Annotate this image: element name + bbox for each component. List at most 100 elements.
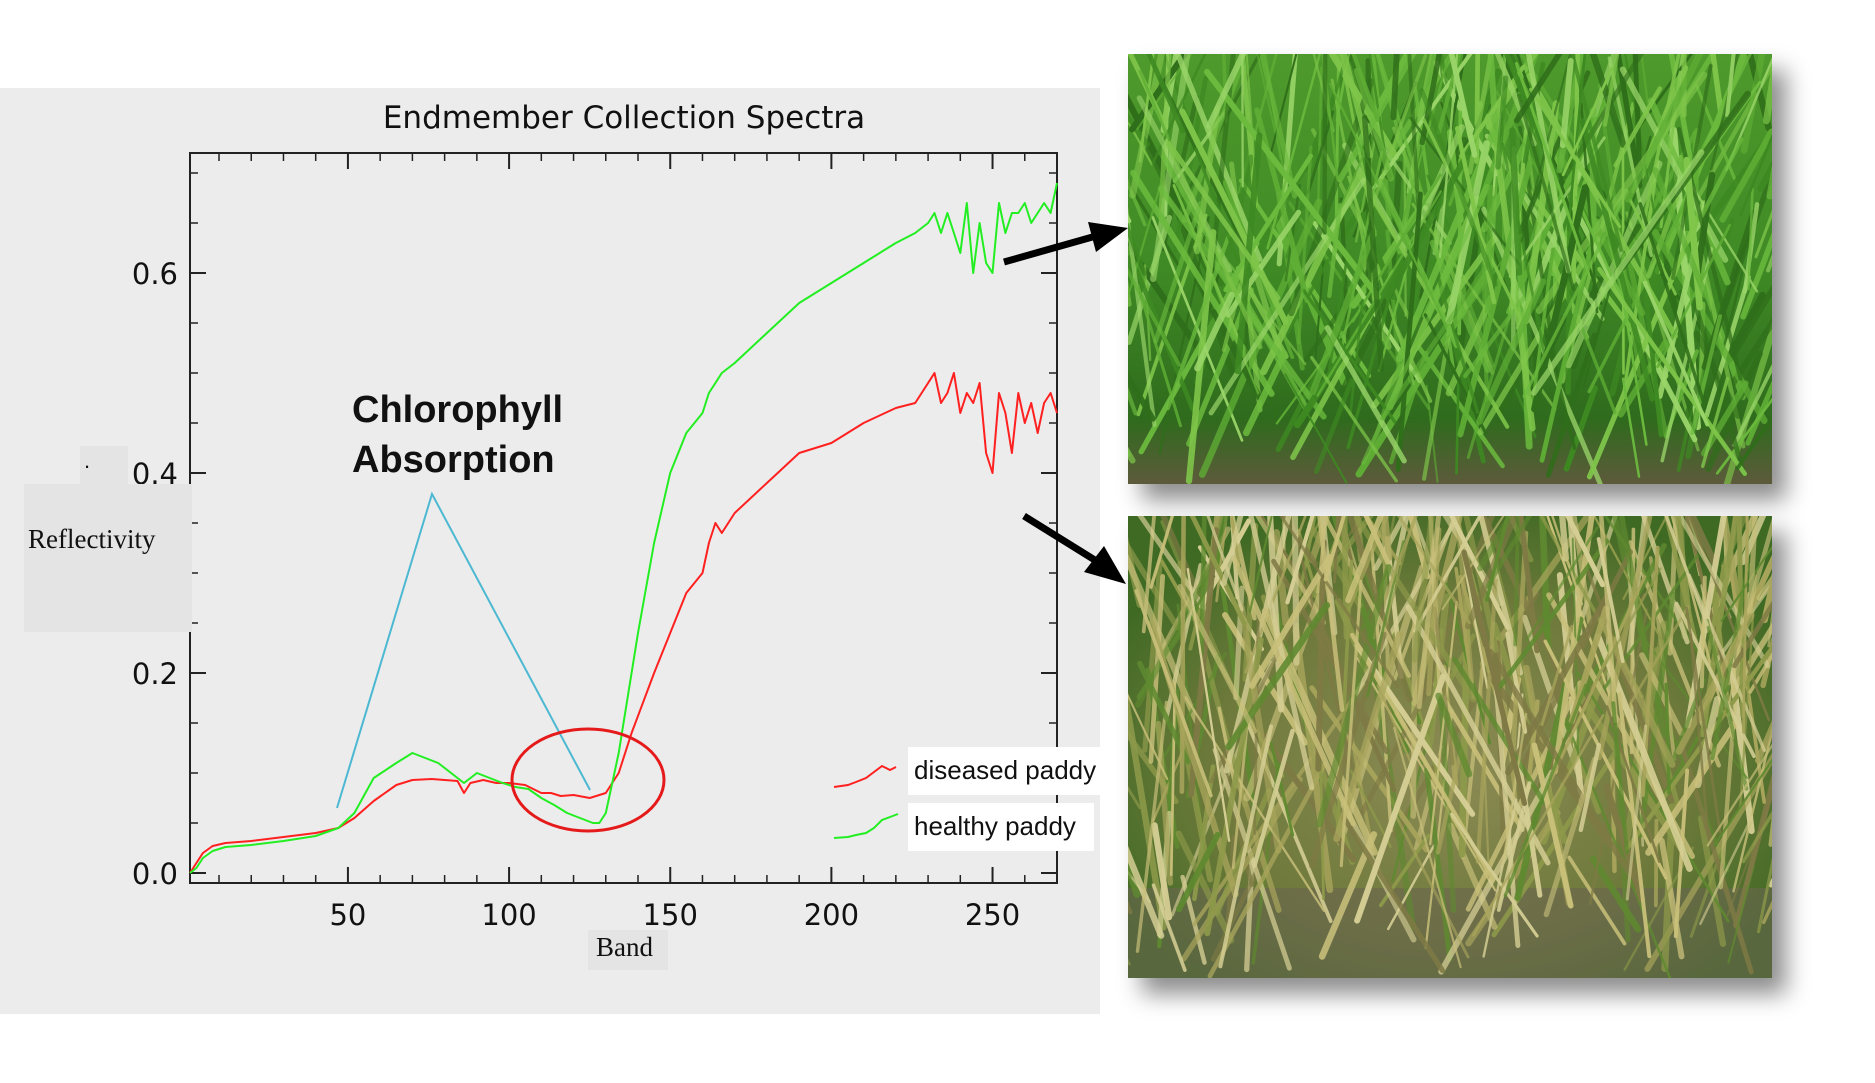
grass-blade bbox=[1409, 116, 1521, 266]
grass-blade bbox=[1128, 542, 1181, 631]
grass-blade bbox=[1432, 606, 1455, 766]
grass-blade bbox=[1384, 516, 1418, 600]
grass-blade bbox=[1484, 516, 1510, 602]
grass-blade bbox=[1206, 516, 1244, 612]
grass-blade bbox=[1520, 54, 1572, 243]
grass-blade bbox=[1128, 112, 1150, 148]
diseased-paddy-image bbox=[1128, 516, 1772, 978]
grass-blade bbox=[1128, 206, 1157, 427]
grass-blade bbox=[1537, 303, 1577, 451]
grass-blade bbox=[1704, 274, 1751, 418]
grass-blade bbox=[1248, 516, 1315, 791]
grass-blade bbox=[1175, 831, 1221, 913]
grass-blade bbox=[1530, 149, 1705, 396]
grass-blade bbox=[1510, 530, 1529, 764]
grass-blade bbox=[1259, 54, 1298, 199]
grass-blade bbox=[1448, 54, 1478, 158]
grass-blade bbox=[1372, 54, 1473, 190]
series-layer bbox=[189, 182, 1058, 874]
y-axis-label-box: Reflectivity bbox=[24, 484, 192, 632]
grass-blade bbox=[1175, 830, 1235, 944]
x-axis-label-box: Band bbox=[588, 930, 668, 970]
grass-blade bbox=[1464, 516, 1519, 630]
grass-blade bbox=[1128, 222, 1147, 276]
grass-blade bbox=[1396, 516, 1471, 625]
grass-blade bbox=[1701, 376, 1730, 468]
grass-blade bbox=[1128, 693, 1169, 780]
grass-blade bbox=[1353, 67, 1395, 182]
y-tick-label: 0.2 bbox=[132, 657, 178, 691]
grass-blade bbox=[1552, 516, 1595, 775]
grass-blade bbox=[1243, 578, 1329, 802]
grass-blade bbox=[1651, 229, 1768, 425]
grass-blade bbox=[1477, 54, 1540, 206]
grass-blade bbox=[1413, 516, 1482, 633]
grass-blade bbox=[1513, 516, 1520, 647]
grass-blade bbox=[1517, 516, 1540, 654]
grass-blade bbox=[1485, 516, 1532, 589]
grass-blade bbox=[1309, 685, 1429, 853]
grass-blade bbox=[1387, 844, 1436, 931]
grass-blade bbox=[1223, 153, 1314, 293]
y-tick-label: 0.6 bbox=[132, 257, 178, 291]
grass-blade bbox=[1405, 604, 1551, 866]
grass-blade bbox=[1602, 782, 1646, 903]
grass-blade bbox=[1151, 822, 1173, 921]
grass-blade bbox=[1313, 377, 1355, 475]
grass-blade bbox=[1376, 684, 1414, 768]
grass-blade bbox=[1267, 54, 1298, 163]
grass-blade bbox=[1640, 54, 1651, 116]
grass-blade bbox=[1565, 516, 1605, 588]
grass-blade bbox=[1329, 82, 1447, 326]
grass-blade bbox=[1691, 296, 1747, 477]
arrow-to-diseased-photo bbox=[1022, 513, 1100, 565]
grass-blade bbox=[1316, 66, 1323, 225]
grass-blade bbox=[1158, 54, 1172, 216]
grass-blade bbox=[1599, 516, 1619, 724]
grass-blade bbox=[1713, 758, 1772, 846]
grass-blade bbox=[1344, 516, 1389, 616]
arrow-head-healthy bbox=[1088, 222, 1128, 252]
grass-blade bbox=[1354, 673, 1447, 924]
grass-blade bbox=[1206, 54, 1247, 130]
grass-blade bbox=[1487, 54, 1500, 148]
grass-blade bbox=[1291, 621, 1334, 894]
grass-blade bbox=[1390, 54, 1400, 121]
grass-blade bbox=[1545, 332, 1597, 478]
grass-blade bbox=[1128, 371, 1156, 422]
grass-blade bbox=[1501, 712, 1528, 866]
absorption-circle bbox=[510, 727, 666, 833]
grass-blade bbox=[1521, 549, 1634, 765]
grass-blade bbox=[1135, 546, 1223, 708]
grass-blade bbox=[1160, 516, 1202, 598]
grass-blade bbox=[1618, 516, 1649, 651]
grass-blade bbox=[1394, 325, 1433, 403]
grass-blade bbox=[1350, 770, 1392, 848]
grass-blade bbox=[1450, 812, 1539, 938]
grass-blade bbox=[1192, 681, 1366, 927]
grass-blade bbox=[1478, 516, 1523, 676]
grass-blade bbox=[1678, 739, 1754, 975]
grass-blade bbox=[1341, 54, 1373, 159]
grass-blade bbox=[1137, 660, 1191, 765]
x-axis-label: Band bbox=[596, 932, 653, 962]
grass-blade bbox=[1169, 680, 1177, 877]
grass-blade bbox=[1578, 320, 1617, 415]
grass-blade bbox=[1136, 54, 1193, 131]
chlorophyll-annotation: Chlorophyll Absorption bbox=[336, 389, 666, 833]
grass-blade bbox=[1590, 855, 1642, 933]
grass-blade bbox=[1720, 516, 1743, 616]
grass-blade bbox=[1449, 516, 1510, 630]
grass-blade bbox=[1503, 683, 1588, 898]
grass-blade bbox=[1643, 290, 1664, 438]
arrow-to-healthy-photo bbox=[1003, 232, 1097, 266]
grass-blade bbox=[1166, 140, 1281, 301]
axis-ticks bbox=[190, 153, 1057, 883]
x-tick-label: 50 bbox=[329, 898, 366, 932]
grass-blade bbox=[1128, 845, 1165, 939]
legend-item-diseased: diseased paddy bbox=[908, 747, 1108, 795]
grass-blade bbox=[1435, 692, 1473, 778]
grass-blade bbox=[1747, 187, 1754, 291]
grass-blade bbox=[1522, 202, 1623, 398]
